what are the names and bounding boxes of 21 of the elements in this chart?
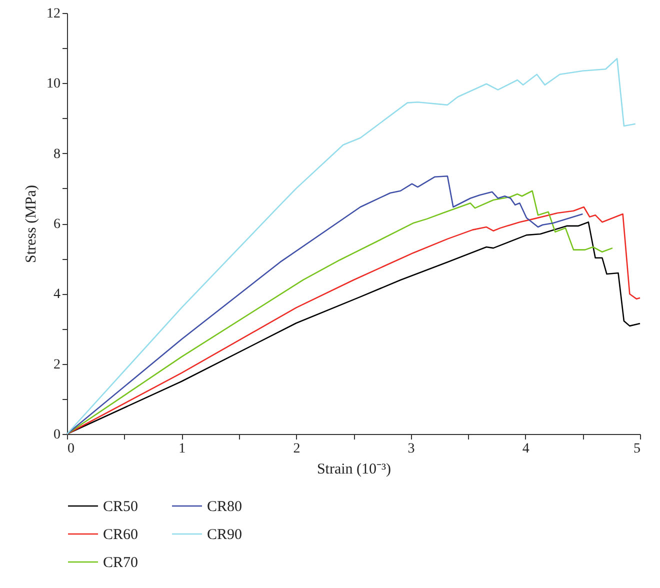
y-tick-label: 6 [54, 217, 60, 232]
y-tick-label: 4 [54, 287, 60, 302]
legend-label: CR80 [207, 499, 242, 515]
legend-label: CR70 [103, 555, 138, 571]
x-tick-label: 2 [293, 442, 300, 456]
y-tick-label: 2 [54, 357, 60, 372]
y-tick-label: 0 [54, 428, 60, 442]
legend-label: CR90 [207, 527, 242, 543]
legend-label: CR50 [103, 499, 138, 515]
y-axis-title: Stress (MPa) [24, 185, 40, 263]
x-tick-label: 3 [408, 442, 415, 456]
x-axis-title: Strain (10⁻³) [316, 462, 392, 478]
x-tick-label: 4 [522, 442, 530, 456]
line-series [66, 58, 636, 435]
y-tick-label: 10 [46, 76, 60, 92]
x-tick-label: 1 [178, 442, 186, 456]
x-tick-label: 5 [634, 442, 640, 456]
x-tick-label: 0 [68, 442, 74, 456]
y-tick-label: 12 [46, 6, 60, 22]
y-tick-label: 8 [54, 146, 60, 162]
legend-label: CR60 [103, 527, 138, 543]
